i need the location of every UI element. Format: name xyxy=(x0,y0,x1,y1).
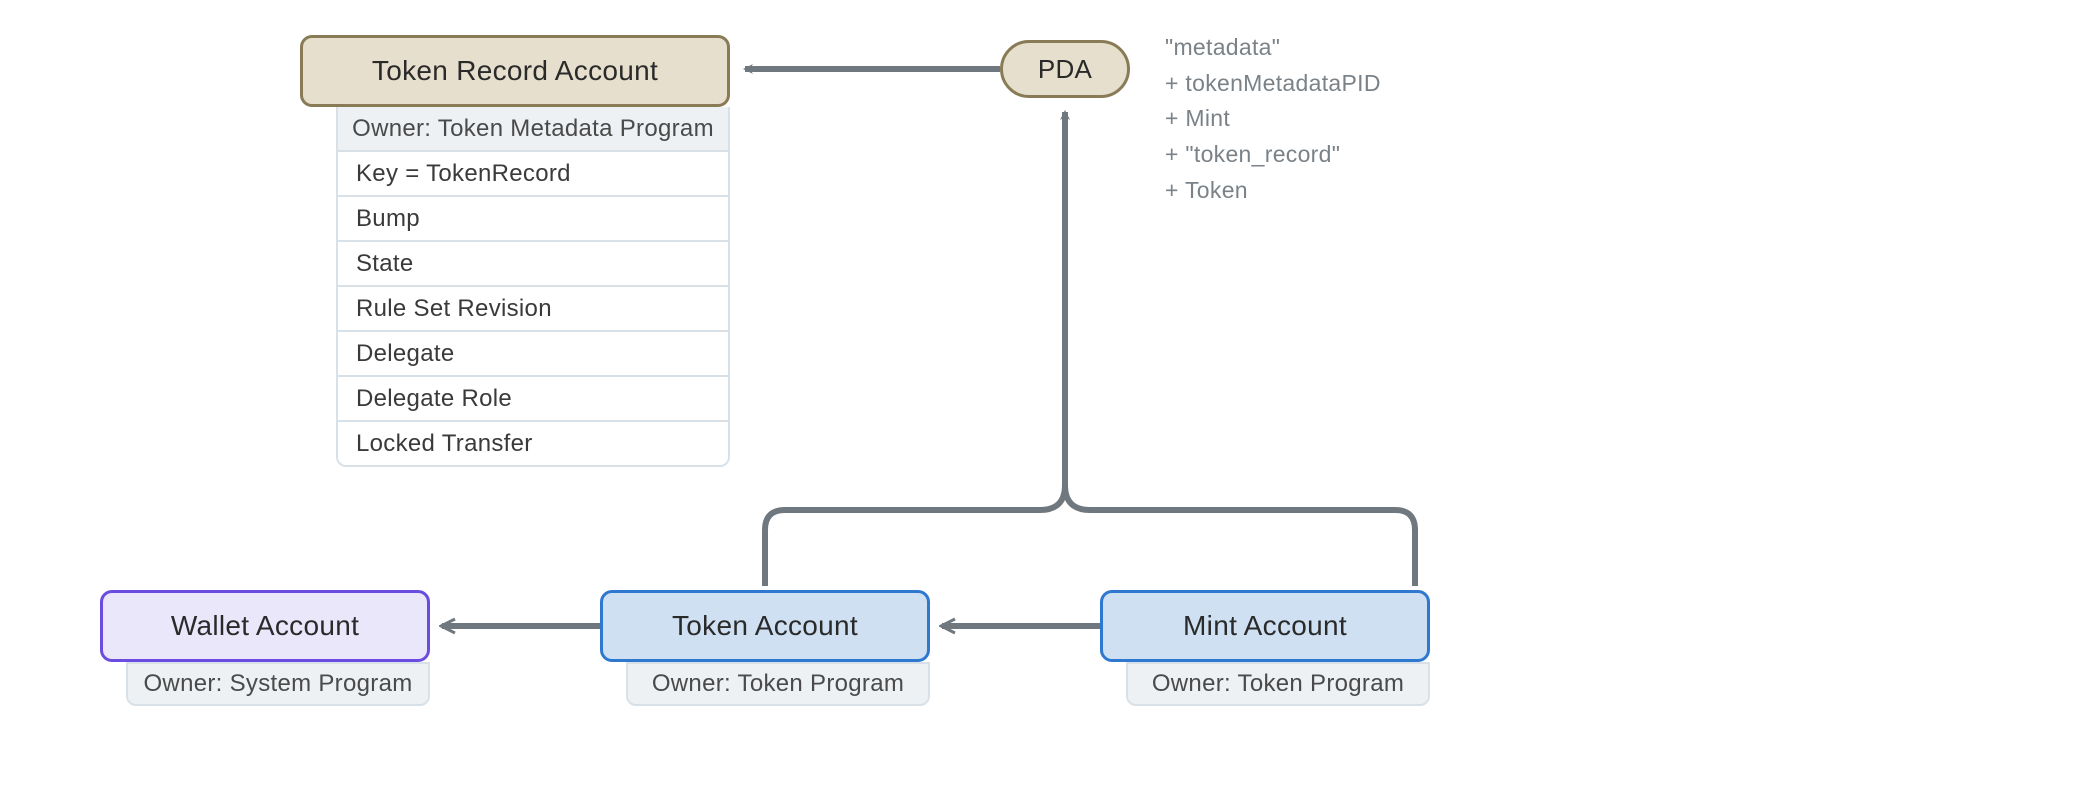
node-wallet-account: Wallet Account xyxy=(100,590,430,662)
node-pda: PDA xyxy=(1000,40,1130,98)
wallet-owner-row: Owner: System Program xyxy=(126,662,430,706)
pda-label: PDA xyxy=(1038,54,1092,85)
field-row: Bump xyxy=(336,197,730,242)
field-label: Locked Transfer xyxy=(356,430,533,458)
field-row: Key = TokenRecord xyxy=(336,152,730,197)
field-row: Delegate Role xyxy=(336,377,730,422)
field-row: Rule Set Revision xyxy=(336,287,730,332)
mint-account-owner-row: Owner: Token Program xyxy=(1126,662,1430,706)
field-label: Rule Set Revision xyxy=(356,295,552,323)
pda-seeds-list: "metadata" + tokenMetadataPID + Mint + "… xyxy=(1165,30,1381,208)
node-label: Mint Account xyxy=(1183,610,1347,642)
seed-line: "metadata" xyxy=(1165,30,1381,66)
field-label: Delegate Role xyxy=(356,385,512,413)
owner-label: Owner: Token Metadata Program xyxy=(352,115,714,143)
field-label: Key = TokenRecord xyxy=(356,160,571,188)
seed-line: + "token_record" xyxy=(1165,137,1381,173)
seed-line: + Mint xyxy=(1165,101,1381,137)
edge-accounts-to-pda xyxy=(765,485,1415,586)
field-row: State xyxy=(336,242,730,287)
token-record-owner-row: Owner: Token Metadata Program xyxy=(336,107,730,152)
owner-label: Owner: System Program xyxy=(143,670,412,698)
field-label: State xyxy=(356,250,414,278)
node-token-account: Token Account xyxy=(600,590,930,662)
owner-label: Owner: Token Program xyxy=(1152,670,1404,698)
node-label: Token Account xyxy=(672,610,858,642)
node-token-record-account: Token Record Account xyxy=(300,35,730,107)
seed-line: + tokenMetadataPID xyxy=(1165,66,1381,102)
node-mint-account: Mint Account xyxy=(1100,590,1430,662)
field-label: Delegate xyxy=(356,340,454,368)
node-label: Token Record Account xyxy=(372,55,658,87)
field-label: Bump xyxy=(356,205,420,233)
owner-label: Owner: Token Program xyxy=(652,670,904,698)
field-row: Locked Transfer xyxy=(336,422,730,467)
field-row: Delegate xyxy=(336,332,730,377)
node-label: Wallet Account xyxy=(171,610,359,642)
seed-line: + Token xyxy=(1165,173,1381,209)
token-account-owner-row: Owner: Token Program xyxy=(626,662,930,706)
